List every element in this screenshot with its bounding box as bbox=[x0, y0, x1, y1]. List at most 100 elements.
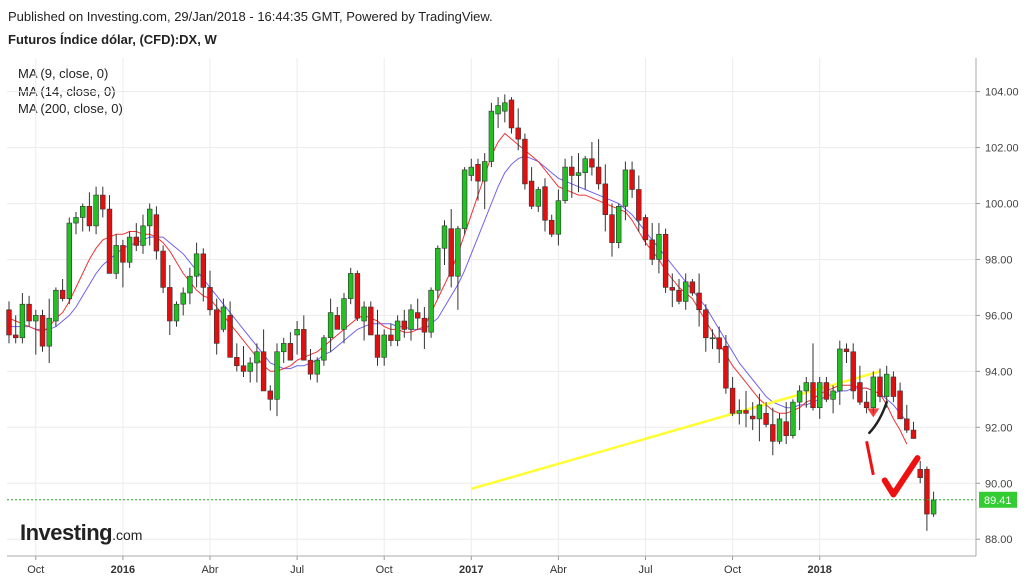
candle bbox=[314, 357, 320, 383]
candle-body bbox=[803, 382, 810, 392]
investing-logo[interactable]: Investing.com bbox=[20, 520, 142, 546]
candle-body bbox=[93, 194, 99, 227]
candle bbox=[468, 158, 474, 182]
candle-body bbox=[200, 253, 206, 288]
candle bbox=[368, 301, 374, 336]
candle bbox=[461, 167, 468, 235]
candle bbox=[13, 315, 19, 344]
x-tick-label: Oct bbox=[27, 564, 44, 576]
candle-body bbox=[167, 287, 173, 322]
red-check-mark-icon bbox=[881, 455, 921, 498]
y-tick-label: 94.00 bbox=[985, 366, 1013, 378]
candle-body bbox=[401, 320, 407, 330]
candle bbox=[689, 279, 696, 296]
candle bbox=[796, 385, 803, 431]
candle-body bbox=[361, 306, 367, 322]
candle bbox=[823, 376, 830, 403]
candle bbox=[669, 273, 676, 307]
candle bbox=[59, 279, 66, 302]
candle bbox=[86, 192, 93, 232]
candle-body bbox=[126, 236, 133, 263]
candle bbox=[220, 298, 227, 333]
candle-body bbox=[414, 312, 421, 319]
candle bbox=[66, 217, 73, 305]
x-tick-label: Abr bbox=[201, 564, 218, 576]
candle-body bbox=[696, 292, 702, 311]
candle bbox=[716, 326, 722, 363]
candle-body bbox=[481, 161, 488, 182]
y-tick-label: 92.00 bbox=[985, 422, 1013, 434]
candle bbox=[857, 365, 863, 405]
candle-body bbox=[207, 287, 213, 311]
candle-body bbox=[843, 348, 850, 353]
candle bbox=[756, 393, 763, 442]
candle bbox=[528, 167, 535, 210]
candle bbox=[187, 267, 193, 305]
candle bbox=[120, 239, 126, 288]
candle-body bbox=[394, 320, 401, 341]
candle bbox=[126, 231, 133, 268]
candle-body bbox=[19, 303, 26, 339]
candle-body bbox=[569, 166, 575, 176]
candle bbox=[676, 279, 682, 305]
candle bbox=[435, 245, 441, 299]
candle bbox=[877, 368, 883, 403]
candle bbox=[783, 402, 789, 445]
candle-body bbox=[863, 401, 870, 409]
symbol-title: Futuros Índice dólar, (CFD):DX, W bbox=[8, 32, 217, 47]
candle bbox=[535, 186, 542, 212]
candle-body bbox=[783, 421, 789, 436]
candle-body bbox=[602, 183, 609, 215]
y-tick-label: 100.00 bbox=[985, 198, 1019, 210]
candle-body bbox=[113, 245, 119, 274]
candle-body bbox=[689, 281, 696, 294]
candle-body bbox=[609, 214, 615, 243]
candle-body bbox=[80, 205, 86, 218]
candle-body bbox=[589, 158, 595, 168]
candle bbox=[133, 223, 139, 252]
candle-body bbox=[736, 410, 743, 414]
candle-body bbox=[368, 306, 374, 336]
candle bbox=[749, 402, 756, 431]
candle-body bbox=[676, 289, 682, 302]
candle-body bbox=[455, 228, 461, 277]
candle-body bbox=[381, 334, 387, 358]
candle-body bbox=[656, 233, 662, 260]
candle bbox=[743, 390, 749, 428]
candle bbox=[803, 376, 810, 408]
candle-body bbox=[26, 303, 32, 322]
candle bbox=[924, 466, 930, 531]
candle-body bbox=[542, 186, 548, 221]
candle-body bbox=[595, 166, 602, 185]
candle-body bbox=[428, 289, 434, 333]
y-tick-label: 104.00 bbox=[985, 87, 1019, 99]
candle-body bbox=[823, 382, 830, 400]
candle-body bbox=[729, 387, 736, 414]
candle-body bbox=[321, 337, 327, 361]
candle bbox=[736, 399, 743, 425]
y-tick-label: 90.00 bbox=[985, 478, 1013, 490]
candle-body bbox=[642, 217, 649, 241]
candle bbox=[200, 248, 206, 302]
candle bbox=[622, 161, 629, 221]
candle-body bbox=[716, 337, 722, 350]
candle-body bbox=[468, 166, 474, 176]
candle bbox=[260, 329, 267, 392]
legend-ma9: MA (9, close, 0) bbox=[18, 66, 109, 81]
candle-body bbox=[39, 315, 46, 347]
candle-body bbox=[703, 309, 709, 339]
candle bbox=[582, 155, 588, 190]
candle-body bbox=[662, 233, 669, 288]
candle bbox=[214, 298, 220, 355]
indicator-legend: MA (9, close, 0) MA (14, close, 0) MA (2… bbox=[18, 65, 123, 118]
candle-body bbox=[301, 329, 307, 361]
candle bbox=[502, 94, 508, 123]
candle bbox=[388, 323, 394, 347]
candle bbox=[113, 234, 119, 280]
candle-body bbox=[327, 312, 334, 339]
candle bbox=[629, 161, 635, 198]
candle-body bbox=[334, 315, 340, 330]
candle bbox=[254, 343, 260, 383]
candle bbox=[723, 334, 729, 394]
